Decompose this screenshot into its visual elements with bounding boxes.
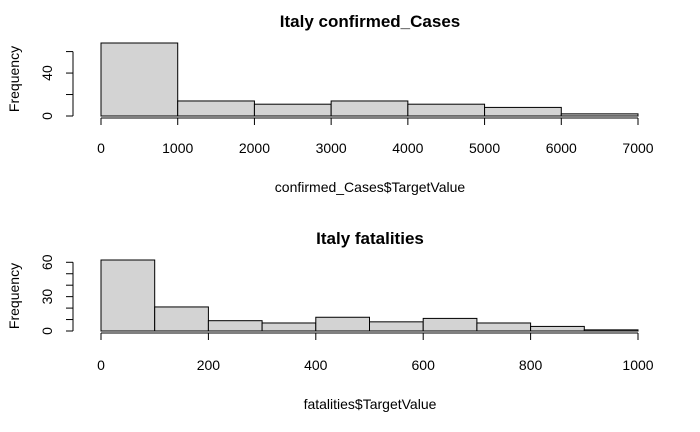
- confirmed-cases-x-tick-label: 0: [97, 140, 105, 156]
- confirmed-cases-histogram-panel: Italy confirmed_Cases 0 1000 2000 3000 4000 5…: [6, 12, 654, 195]
- fatalities-histogram-panel: Italy fatalities 0 200 400 600 800 1000 0 30 60…: [6, 229, 654, 412]
- fatalities-y-tick-label: 60: [39, 254, 55, 270]
- fatalities-y-tick-label: 30: [39, 289, 55, 305]
- fatalities-bar-2: [154, 306, 209, 332]
- fatalities-x-tick-label: 400: [304, 357, 328, 373]
- fatalities-x-axis: 0 200 400 600 800 1000: [97, 332, 654, 373]
- confirmed-cases-bar-1: [100, 42, 179, 117]
- fatalities-bar-7: [422, 317, 478, 332]
- confirmed-cases-bar-2: [177, 100, 255, 117]
- fatalities-bar-9: [530, 325, 585, 332]
- confirmed-cases-bar-6: [484, 106, 562, 117]
- fatalities-x-axis-label: fatalities$TargetValue: [304, 396, 437, 412]
- confirmed-cases-y-axis-label: Frequency: [6, 46, 22, 112]
- confirmed-cases-x-tick-label: 2000: [239, 140, 270, 156]
- confirmed-cases-bar-3: [253, 103, 332, 117]
- confirmed-cases-bar-5: [407, 103, 486, 117]
- confirmed-cases-x-tick-label: 7000: [622, 140, 653, 156]
- fatalities-x-tick-label: 800: [519, 357, 543, 373]
- confirmed-cases-x-tick-label: 5000: [469, 140, 500, 156]
- fatalities-y-axis-label: Frequency: [6, 263, 22, 329]
- fatalities-bar-10: [583, 329, 639, 332]
- fatalities-x-tick-label: 0: [97, 357, 105, 373]
- fatalities-bar-1: [100, 259, 156, 332]
- fatalities-y-tick-label: 0: [39, 327, 55, 335]
- confirmed-cases-bar-7: [560, 113, 639, 117]
- confirmed-cases-x-tick-label: 6000: [546, 140, 577, 156]
- fatalities-bars: [100, 259, 639, 332]
- confirmed-cases-bar-4: [330, 100, 409, 117]
- fatalities-bar-4: [261, 322, 317, 332]
- confirmed-cases-chart-title: Italy confirmed_Cases: [280, 12, 460, 31]
- confirmed-cases-x-tick-label: 3000: [316, 140, 347, 156]
- confirmed-cases-x-tick-label: 1000: [162, 140, 193, 156]
- confirmed-cases-y-tick-label: 40: [39, 65, 55, 81]
- fatalities-chart-title: Italy fatalities: [316, 229, 424, 248]
- fatalities-y-axis: 0 30 60: [39, 254, 74, 335]
- confirmed-cases-bars: [100, 42, 639, 117]
- confirmed-cases-y-axis: 0 40: [39, 51, 74, 120]
- fatalities-bar-5: [315, 316, 370, 332]
- fatalities-bar-8: [476, 322, 532, 332]
- confirmed-cases-x-axis: 0 1000 2000 3000 4000 5000 6000 7000: [97, 117, 654, 156]
- fatalities-x-tick-label: 600: [412, 357, 436, 373]
- fatalities-x-tick-label: 200: [197, 357, 221, 373]
- confirmed-cases-x-tick-label: 4000: [392, 140, 423, 156]
- confirmed-cases-y-tick-label: 0: [39, 112, 55, 120]
- confirmed-cases-x-axis-label: confirmed_Cases$TargetValue: [275, 179, 466, 195]
- fatalities-bar-3: [207, 320, 263, 332]
- fatalities-x-tick-label: 1000: [622, 357, 653, 373]
- fatalities-bar-6: [369, 321, 424, 332]
